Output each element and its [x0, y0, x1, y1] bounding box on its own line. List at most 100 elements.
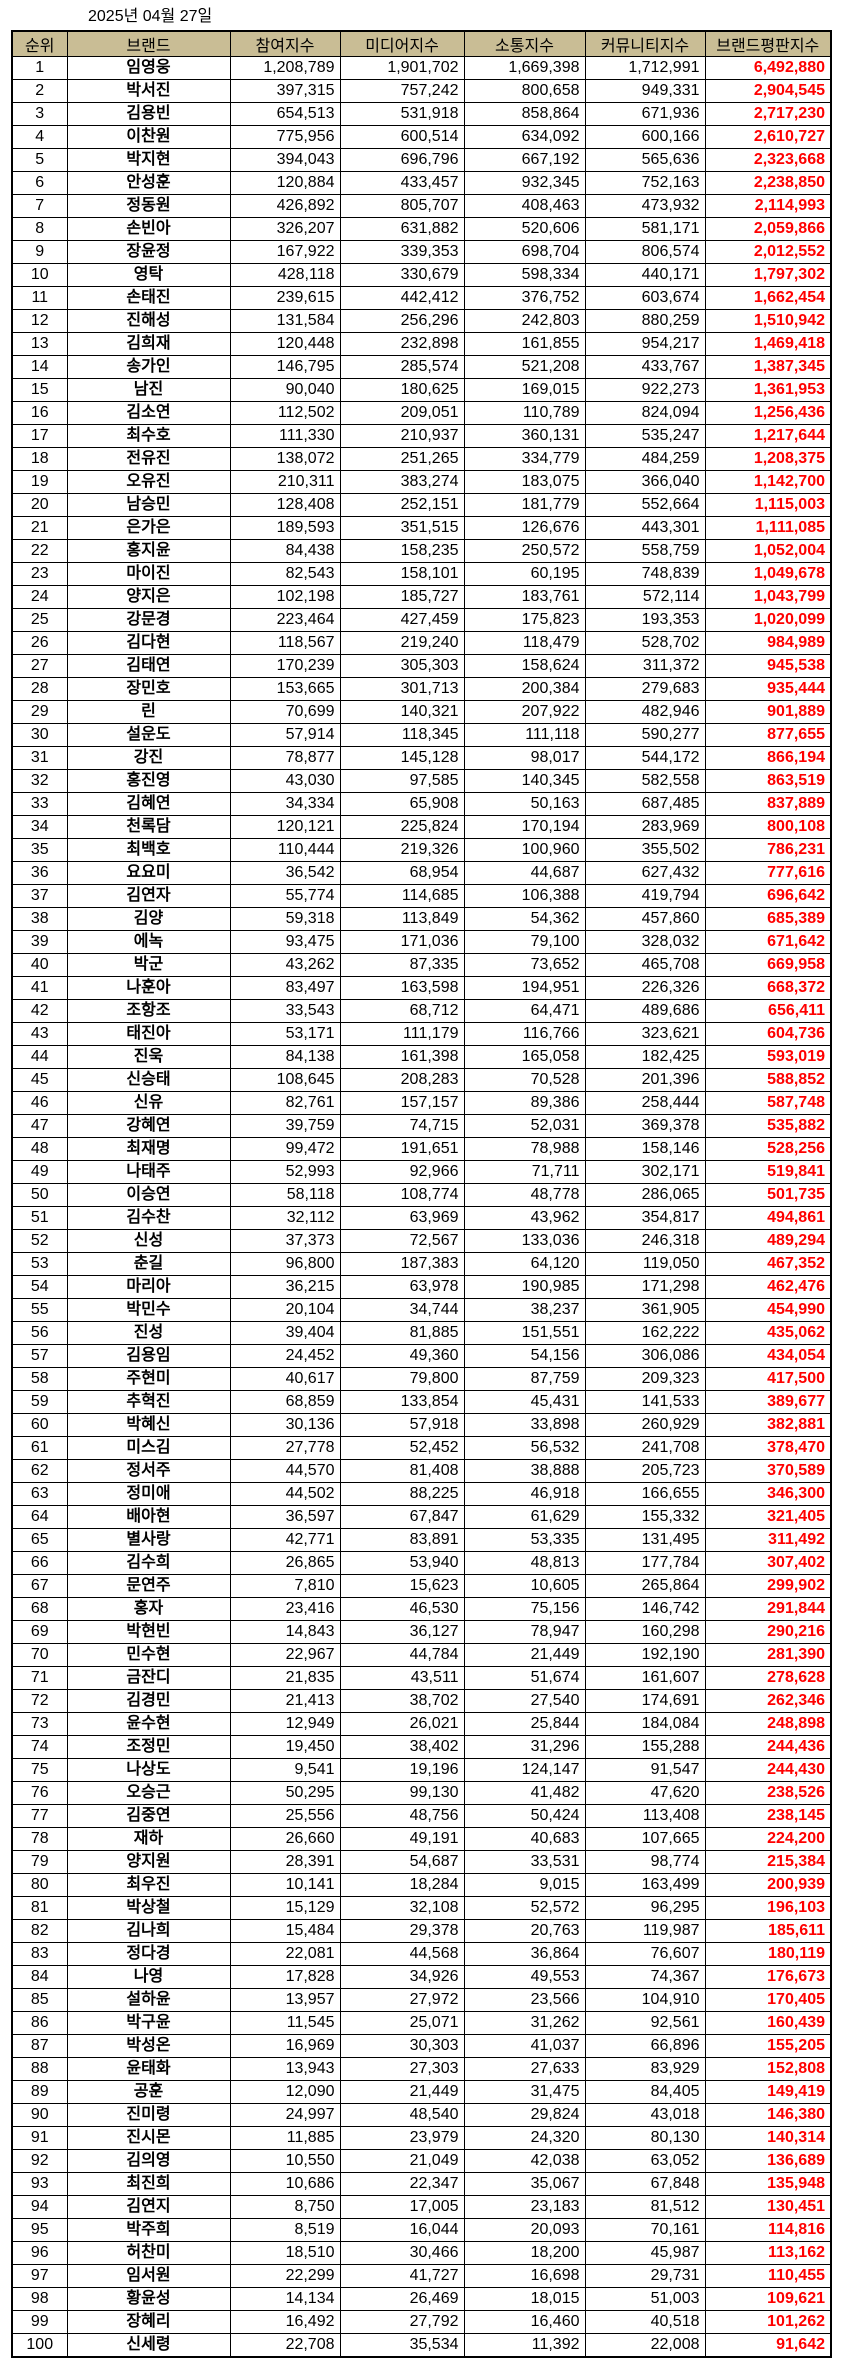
table-row: 95 박주희 8,519 16,044 20,093 70,161 114,816	[11, 2218, 832, 2242]
communication-cell: 667,192	[463, 148, 586, 172]
community-cell: 92,561	[584, 2011, 706, 2035]
brand-cell: 김의영	[66, 2149, 231, 2173]
participation-cell: 14,843	[229, 1620, 341, 1644]
community-cell: 96,295	[584, 1896, 706, 1920]
communication-cell: 360,131	[463, 424, 586, 448]
media-cell: 68,954	[339, 861, 465, 885]
community-cell: 355,502	[584, 838, 706, 862]
community-cell: 83,929	[584, 2057, 706, 2081]
community-cell: 29,731	[584, 2264, 706, 2288]
table-row: 38 김양 59,318 113,849 54,362 457,860 685,389	[11, 907, 832, 931]
media-cell: 161,398	[339, 1045, 465, 1069]
participation-cell: 25,556	[229, 1804, 341, 1828]
reputation-index-cell: 262,346	[704, 1689, 832, 1713]
media-cell: 29,378	[339, 1919, 465, 1943]
reputation-index-cell: 370,589	[704, 1459, 832, 1483]
rank-cell: 65	[11, 1528, 68, 1552]
participation-cell: 153,665	[229, 677, 341, 701]
communication-cell: 40,683	[463, 1827, 586, 1851]
media-cell: 111,179	[339, 1022, 465, 1046]
reputation-index-cell: 1,049,678	[704, 562, 832, 586]
reputation-index-cell: 2,238,850	[704, 171, 832, 195]
table-row: 76 오승근 50,295 99,130 41,482 47,620 238,526	[11, 1781, 832, 1805]
participation-cell: 53,171	[229, 1022, 341, 1046]
participation-cell: 326,207	[229, 217, 341, 241]
rank-cell: 17	[11, 424, 68, 448]
reputation-index-cell: 1,217,644	[704, 424, 832, 448]
brand-cell: 김중연	[66, 1804, 231, 1828]
communication-cell: 1,669,398	[463, 56, 586, 80]
media-cell: 219,240	[339, 631, 465, 655]
rank-cell: 91	[11, 2126, 68, 2150]
brand-cell: 조정민	[66, 1735, 231, 1759]
media-cell: 185,727	[339, 585, 465, 609]
community-cell: 84,405	[584, 2080, 706, 2104]
participation-cell: 44,570	[229, 1459, 341, 1483]
participation-cell: 128,408	[229, 493, 341, 517]
reputation-index-cell: 110,455	[704, 2264, 832, 2288]
reputation-index-cell: 2,717,230	[704, 102, 832, 126]
communication-cell: 42,038	[463, 2149, 586, 2173]
participation-cell: 23,416	[229, 1597, 341, 1621]
communication-cell: 45,431	[463, 1390, 586, 1414]
brand-cell: 신성	[66, 1229, 231, 1253]
rank-cell: 18	[11, 447, 68, 471]
media-cell: 81,885	[339, 1321, 465, 1345]
rank-cell: 6	[11, 171, 68, 195]
media-cell: 21,049	[339, 2149, 465, 2173]
participation-cell: 40,617	[229, 1367, 341, 1391]
communication-cell: 23,566	[463, 1988, 586, 2012]
communication-cell: 161,855	[463, 332, 586, 356]
reputation-index-cell: 149,419	[704, 2080, 832, 2104]
header-brand-reputation-index: 브랜드평판지수	[704, 30, 832, 57]
communication-cell: 140,345	[463, 769, 586, 793]
reputation-index-cell: 877,655	[704, 723, 832, 747]
participation-cell: 39,404	[229, 1321, 341, 1345]
table-row: 13 김희재 120,448 232,898 161,855 954,217 1,469,4…	[11, 332, 832, 356]
community-cell: 752,163	[584, 171, 706, 195]
rank-cell: 5	[11, 148, 68, 172]
community-cell: 443,301	[584, 516, 706, 540]
header-communication-index: 소통지수	[463, 30, 586, 57]
communication-cell: 41,482	[463, 1781, 586, 1805]
participation-cell: 37,373	[229, 1229, 341, 1253]
reputation-index-cell: 454,990	[704, 1298, 832, 1322]
media-cell: 26,469	[339, 2287, 465, 2311]
brand-cell: 최백호	[66, 838, 231, 862]
media-cell: 1,901,702	[339, 56, 465, 80]
reputation-index-cell: 1,510,942	[704, 309, 832, 333]
table-row: 75 나상도 9,541 19,196 124,147 91,547 244,430	[11, 1758, 832, 1782]
community-cell: 484,259	[584, 447, 706, 471]
communication-cell: 194,951	[463, 976, 586, 1000]
participation-cell: 8,519	[229, 2218, 341, 2242]
community-cell: 582,558	[584, 769, 706, 793]
reputation-index-cell: 290,216	[704, 1620, 832, 1644]
reputation-index-cell: 984,989	[704, 631, 832, 655]
reputation-index-cell: 6,492,880	[704, 56, 832, 80]
rank-cell: 57	[11, 1344, 68, 1368]
table-row: 2 박서진 397,315 757,242 800,658 949,331 2,904,54…	[11, 79, 832, 103]
rank-cell: 23	[11, 562, 68, 586]
rank-cell: 89	[11, 2080, 68, 2104]
brand-cell: 영탁	[66, 263, 231, 287]
media-cell: 301,713	[339, 677, 465, 701]
reputation-index-cell: 837,889	[704, 792, 832, 816]
brand-cell: 신유	[66, 1091, 231, 1115]
rank-cell: 24	[11, 585, 68, 609]
brand-cell: 김용임	[66, 1344, 231, 1368]
table-row: 15 남진 90,040 180,625 169,015 922,273 1,361,953	[11, 378, 832, 402]
participation-cell: 112,502	[229, 401, 341, 425]
community-cell: 954,217	[584, 332, 706, 356]
community-cell: 1,712,991	[584, 56, 706, 80]
table-row: 83 정다경 22,081 44,568 36,864 76,607 180,119	[11, 1942, 832, 1966]
reputation-index-cell: 786,231	[704, 838, 832, 862]
community-cell: 260,929	[584, 1413, 706, 1437]
community-cell: 302,171	[584, 1160, 706, 1184]
media-cell: 92,966	[339, 1160, 465, 1184]
communication-cell: 118,479	[463, 631, 586, 655]
rank-cell: 43	[11, 1022, 68, 1046]
table-row: 89 공훈 12,090 21,449 31,475 84,405 149,419	[11, 2080, 832, 2104]
communication-cell: 183,075	[463, 470, 586, 494]
brand-cell: 최수호	[66, 424, 231, 448]
